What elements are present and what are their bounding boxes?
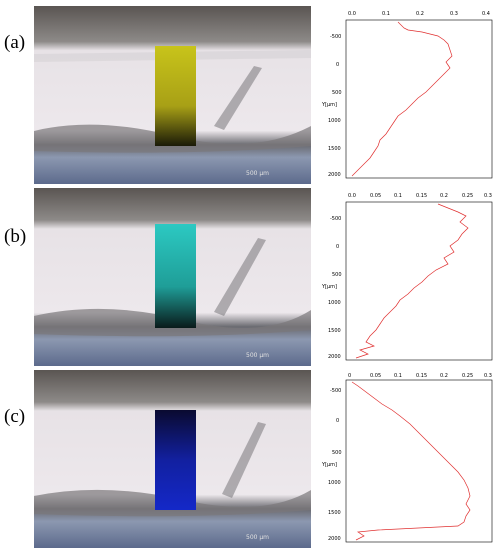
y-tick: 0 xyxy=(336,418,339,424)
panel-label-a: (a) xyxy=(4,32,26,53)
y-axis-label: Y[µm] xyxy=(321,102,337,108)
y-tick: 1500 xyxy=(328,510,341,516)
y-tick: 1500 xyxy=(328,328,341,334)
x-tick: 0 xyxy=(348,373,351,379)
y-tick: -500 xyxy=(330,388,341,394)
y-tick: -500 xyxy=(330,216,341,222)
profile-line xyxy=(351,381,471,541)
micrograph-a: 500 µm xyxy=(34,6,311,184)
x-tick: 0.25 xyxy=(462,373,473,379)
profile-plot-b: 0.0 0.05 0.1 0.15 0.2 0.25 0.3 -500 0 50… xyxy=(318,188,499,366)
y-tick: 500 xyxy=(332,450,342,456)
y-axis-label: Y[µm] xyxy=(321,462,337,468)
scale-bar-label: 500 µm xyxy=(246,170,269,177)
y-tick: 0 xyxy=(336,62,339,68)
intensity-strip xyxy=(155,410,196,510)
x-tick: 0.1 xyxy=(394,193,402,199)
y-tick: 2000 xyxy=(328,536,341,542)
x-tick: 0.3 xyxy=(450,11,458,17)
x-tick: 0.2 xyxy=(440,373,448,379)
y-tick: 500 xyxy=(332,272,342,278)
x-tick: 0.1 xyxy=(382,11,390,17)
x-tick: 0.4 xyxy=(482,11,490,17)
panel-label-c: (c) xyxy=(4,406,26,427)
x-tick: 0.15 xyxy=(416,373,427,379)
intensity-strip xyxy=(155,224,196,328)
y-tick: 2000 xyxy=(328,172,341,178)
intensity-strip xyxy=(155,46,196,146)
x-tick: 0.05 xyxy=(370,193,381,199)
y-tick: 2000 xyxy=(328,354,341,360)
y-tick: 1500 xyxy=(328,146,341,152)
x-tick: 0.05 xyxy=(370,373,381,379)
x-tick: 0.2 xyxy=(440,193,448,199)
x-tick: 0.3 xyxy=(484,193,492,199)
y-axis-label: Y[µm] xyxy=(321,284,337,290)
x-tick: 0.0 xyxy=(348,193,356,199)
x-tick: 0.2 xyxy=(416,11,424,17)
y-tick: 0 xyxy=(336,244,339,250)
x-tick: 0.25 xyxy=(462,193,473,199)
profile-plot-c: 0 0.05 0.1 0.15 0.2 0.25 0.3 -500 0 500 … xyxy=(318,370,499,548)
scale-bar-label: 500 µm xyxy=(246,352,269,359)
y-tick: 1000 xyxy=(328,118,341,124)
micrograph-c: 500 µm xyxy=(34,370,311,548)
scale-bar-label: 500 µm xyxy=(246,534,269,541)
x-tick: 0.0 xyxy=(348,11,356,17)
profile-plot-a: 0.0 0.1 0.2 0.3 0.4 -500 0 500 1000 1500… xyxy=(318,6,499,184)
profile-line xyxy=(355,203,469,359)
y-tick: 1000 xyxy=(328,480,341,486)
y-tick: 1000 xyxy=(328,300,341,306)
y-tick: -500 xyxy=(330,34,341,40)
micrograph-b: 500 µm xyxy=(34,188,311,366)
x-tick: 0.1 xyxy=(394,373,402,379)
x-tick: 0.15 xyxy=(416,193,427,199)
panel-label-b: (b) xyxy=(4,226,27,247)
y-tick: 500 xyxy=(332,90,342,96)
profile-line xyxy=(351,21,453,177)
x-tick: 0.3 xyxy=(484,373,492,379)
